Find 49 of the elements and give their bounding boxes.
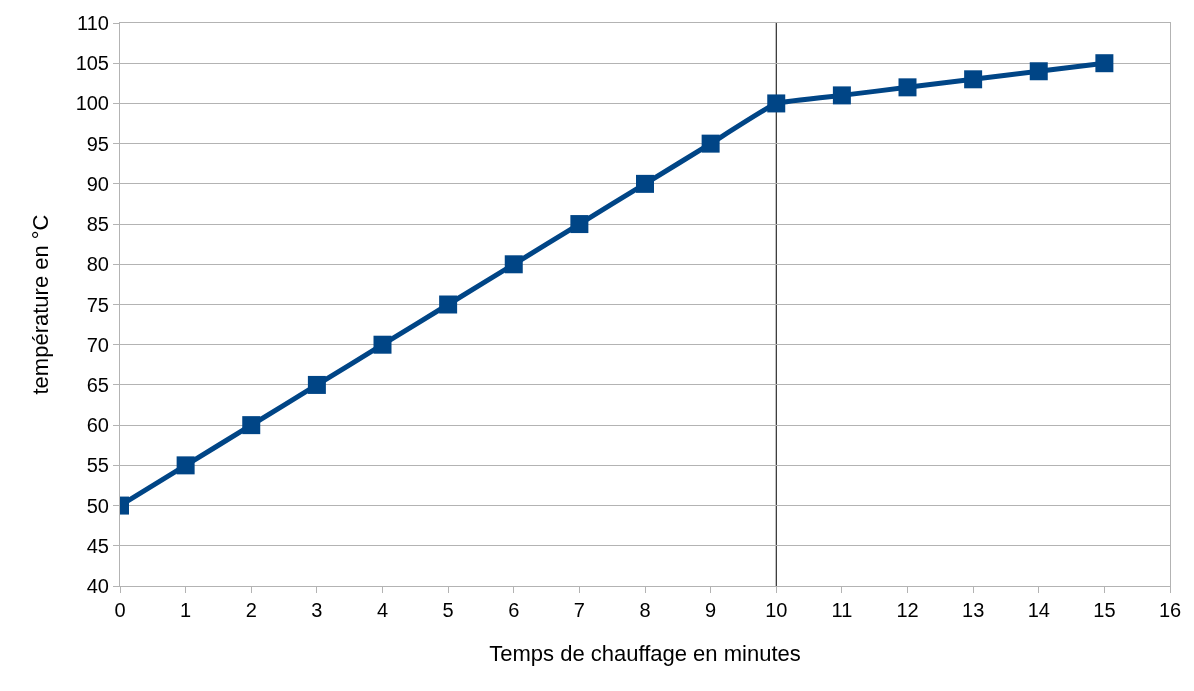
x-tick-label: 8 <box>639 599 651 621</box>
point <box>307 375 326 394</box>
y-tick-label: 60 <box>86 414 109 437</box>
point <box>439 295 458 314</box>
point <box>1095 54 1114 73</box>
x-tick-label: 11 <box>831 599 853 621</box>
y-tick-label: 50 <box>86 494 109 517</box>
y-tick-label: 65 <box>86 373 109 396</box>
x-tick-label: 0 <box>114 599 126 621</box>
x-tick-label: 14 <box>1027 599 1050 621</box>
y-tick-label: 45 <box>86 534 109 557</box>
y-tick-label: 90 <box>86 172 109 195</box>
x-axis-title: Temps de chauffage en minutes <box>489 640 801 666</box>
y-tick-label: 105 <box>75 52 109 75</box>
point <box>636 174 654 193</box>
x-tick-label: 13 <box>962 599 985 621</box>
x-tick-label: 3 <box>311 599 323 621</box>
point <box>242 416 261 435</box>
y-tick-label: 80 <box>86 253 109 276</box>
point <box>898 78 917 97</box>
point <box>701 134 720 153</box>
y-tick-label: 95 <box>86 132 109 155</box>
y-tick-label: 85 <box>86 213 109 236</box>
point <box>504 255 523 274</box>
point <box>373 335 392 354</box>
point <box>964 70 983 89</box>
x-tick-label: 12 <box>896 599 919 621</box>
point <box>1029 62 1048 81</box>
x-tick-label: 5 <box>442 599 454 621</box>
x-tick-label: 10 <box>765 599 788 621</box>
x-tick-label: 4 <box>376 599 389 621</box>
x-tick-label: 16 <box>1158 599 1182 621</box>
y-tick-label: 75 <box>86 293 109 316</box>
y-tick-label: 40 <box>86 575 109 597</box>
point <box>767 94 786 113</box>
y-tick-label: 110 <box>77 12 109 34</box>
point <box>832 86 851 105</box>
y-tick-label: 100 <box>75 92 109 115</box>
x-tick-label: 2 <box>245 599 257 621</box>
x-tick-label: 15 <box>1093 599 1116 621</box>
x-tick-label: 1 <box>180 599 192 621</box>
x-tick-label: 7 <box>573 599 585 621</box>
x-tick-label: 9 <box>705 599 717 621</box>
x-tick-label: 6 <box>508 599 520 621</box>
point <box>570 215 589 234</box>
y-tick-label: 55 <box>86 454 109 477</box>
y-axis-title: température en °C <box>28 214 54 395</box>
point <box>176 456 195 475</box>
y-tick-label: 70 <box>86 333 109 356</box>
